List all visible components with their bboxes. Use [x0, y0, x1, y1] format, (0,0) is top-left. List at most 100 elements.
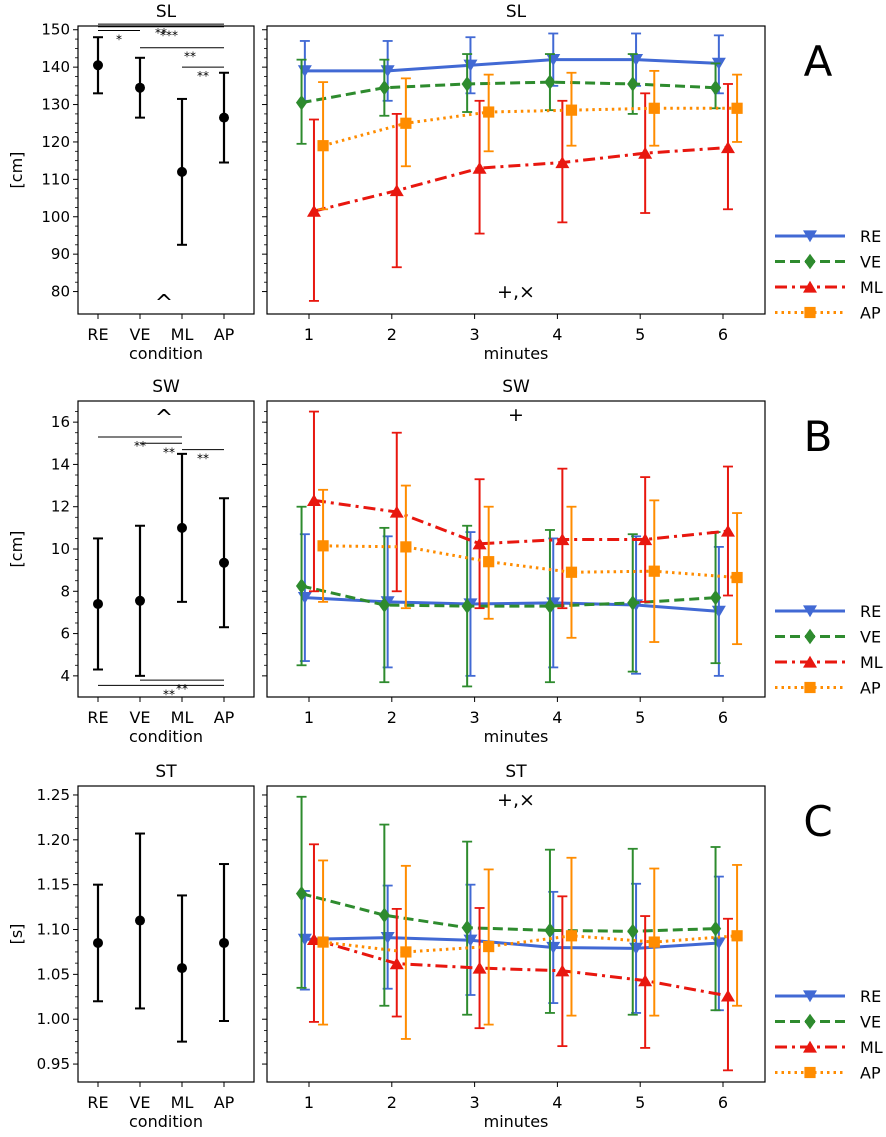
legend-marker: [804, 628, 816, 645]
legend-label: AP: [860, 679, 881, 698]
x-tick-label: RE: [87, 708, 108, 727]
x-tick-label: ML: [171, 708, 194, 727]
x-tick-label: 2: [387, 1093, 397, 1112]
series-VE: [295, 505, 722, 688]
series-marker: [461, 920, 473, 936]
y-tick-label: 110: [41, 170, 70, 188]
x-tick-label: ML: [171, 1093, 194, 1112]
x-tick-label: 4: [552, 325, 562, 344]
y-tick-label: 1.10: [37, 921, 70, 939]
series-marker: [400, 541, 412, 553]
series-marker: [720, 141, 735, 154]
x-tick-label: 2: [387, 325, 397, 344]
x-tick-label: VE: [129, 708, 150, 727]
plot-frame: [266, 25, 766, 315]
legend-marker: [803, 605, 817, 618]
series-marker: [544, 922, 556, 939]
x-axis-label: condition: [129, 727, 203, 746]
x-tick-label: VE: [129, 1093, 150, 1112]
series-line: [301, 892, 716, 933]
x-tick-label: 4: [552, 708, 562, 727]
series-marker: [720, 989, 735, 1002]
y-tick-label: 8: [60, 582, 70, 600]
x-tick-label: 1: [304, 325, 314, 344]
significance-stars: **: [134, 439, 146, 453]
series-marker: [483, 556, 495, 568]
x-tick-label: 5: [635, 325, 645, 344]
legend-label: ML: [860, 653, 883, 672]
significance-stars: **: [155, 26, 167, 40]
data-point: [135, 595, 145, 606]
x-tick-label: 1: [304, 1093, 314, 1112]
annotation: ^: [155, 291, 173, 316]
y-tick-label: 1.05: [37, 965, 70, 983]
series-marker: [627, 595, 639, 611]
x-tick-label: 3: [470, 1093, 480, 1112]
y-tick-label: 4: [60, 667, 70, 685]
series-marker: [648, 102, 660, 114]
y-tick-label: 10: [51, 540, 70, 558]
series-AP: [317, 484, 743, 646]
series-marker: [378, 907, 390, 923]
series-marker: [627, 923, 639, 940]
series-marker: [638, 146, 653, 159]
data-point: [219, 557, 229, 568]
y-tick-label: 100: [41, 208, 70, 226]
chart-title: ST: [505, 762, 527, 782]
data-point: [93, 60, 103, 71]
x-axis-label: condition: [129, 1112, 203, 1131]
data-point: [177, 522, 187, 533]
series-marker: [555, 964, 570, 977]
data-point: [93, 937, 103, 948]
series-marker: [461, 76, 473, 92]
series-marker: [295, 94, 308, 111]
series-marker: [378, 597, 390, 613]
data-point: [219, 112, 229, 123]
series-line: [322, 934, 738, 954]
series-marker: [389, 184, 404, 197]
data-point: [219, 937, 229, 948]
series-marker: [720, 524, 735, 537]
series-line: [301, 80, 716, 105]
x-tick-label: AP: [214, 1093, 235, 1112]
x-tick-label: 6: [718, 325, 728, 344]
series-line: [313, 498, 729, 546]
series-marker: [648, 936, 660, 948]
series-marker: [555, 533, 570, 546]
panel-A-condition-chart: SL [cm] condition 80 90 100 110 120 130 140 150 RE V…: [7, 2, 267, 363]
series-marker: [648, 565, 660, 577]
series-RE: [297, 531, 726, 677]
series-marker: [638, 533, 653, 546]
y-tick-label: 150: [41, 21, 70, 39]
annotation: +,×: [497, 789, 535, 811]
significance-stars: **: [197, 452, 209, 466]
y-tick-label: 16: [51, 413, 70, 431]
chart-title: SL: [506, 2, 527, 22]
legend-label: AP: [860, 304, 881, 323]
series-ML: [306, 83, 735, 302]
x-axis-label: condition: [129, 344, 203, 363]
plot-frame: [266, 785, 766, 1083]
panel-C-minutes-chart: ST minutes 1 2 3 4 5 6 +,× C RE VE ML AP: [266, 762, 883, 1131]
series-marker: [709, 80, 722, 96]
significance-stars: **: [163, 687, 175, 701]
x-tick-label: 5: [635, 1093, 645, 1112]
annotation: +: [508, 404, 524, 426]
series-marker: [317, 540, 329, 552]
annotation: +,×: [497, 281, 535, 303]
y-axis-label: [s]: [7, 924, 26, 945]
legend-label: VE: [860, 253, 881, 272]
series-line: [313, 146, 729, 213]
series-marker: [544, 598, 556, 614]
series-marker: [731, 571, 743, 584]
x-tick-label: 6: [718, 1093, 728, 1112]
plot-frame: [77, 785, 255, 1083]
panel-B-minutes-chart: SW minutes 1 2 3 4 5 6 + B RE VE ML AP: [266, 377, 883, 746]
significance-stars: **: [176, 682, 188, 696]
legend-label: AP: [860, 1064, 881, 1083]
y-tick-label: 90: [51, 245, 70, 263]
plot-frame: [266, 400, 766, 698]
series-marker: [295, 578, 308, 594]
series-ML: [306, 410, 735, 610]
